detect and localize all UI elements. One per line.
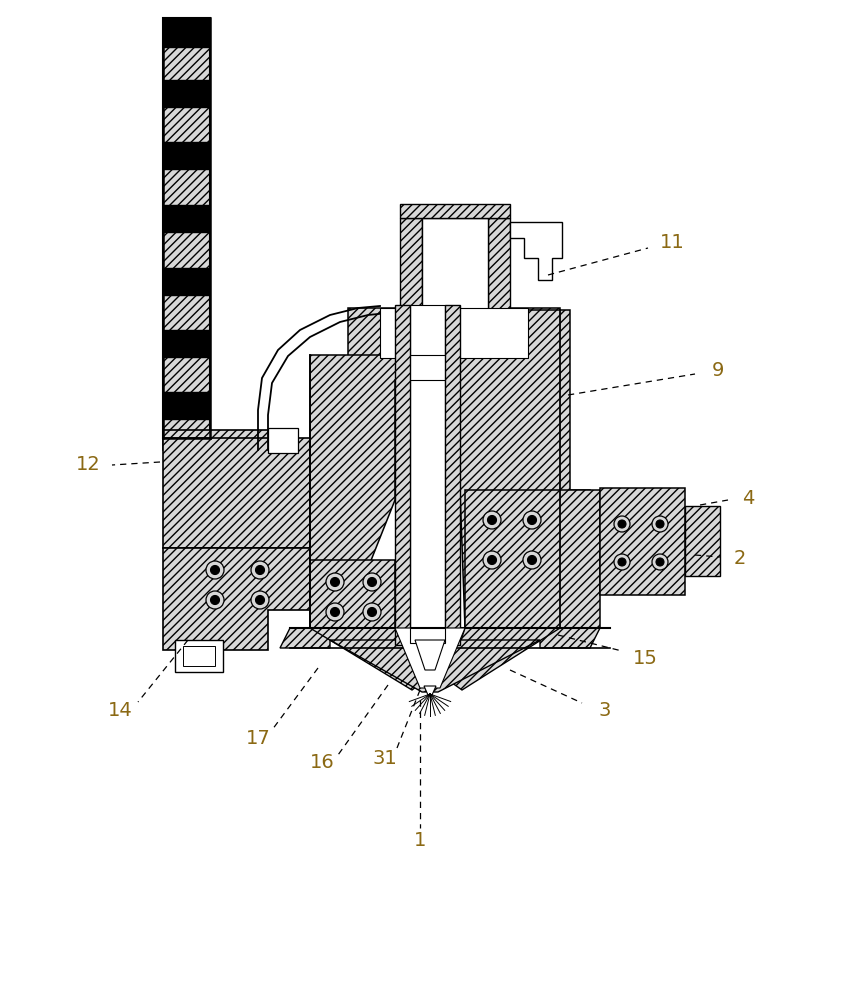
Circle shape [527, 516, 537, 524]
Bar [422, 218, 488, 310]
Polygon shape [163, 548, 310, 650]
Circle shape [368, 578, 376, 586]
Circle shape [488, 556, 497, 564]
Polygon shape [163, 430, 270, 450]
Text: 4: 4 [742, 488, 754, 508]
Circle shape [363, 573, 381, 591]
Circle shape [483, 551, 501, 569]
Polygon shape [424, 686, 436, 695]
Polygon shape [348, 308, 560, 358]
Polygon shape [448, 628, 560, 690]
Circle shape [331, 578, 339, 586]
Circle shape [527, 556, 537, 564]
Polygon shape [395, 628, 465, 688]
Bar [163, 392, 210, 420]
Bar [163, 18, 210, 48]
Bar [380, 308, 528, 358]
Bar [405, 355, 450, 380]
Polygon shape [330, 640, 540, 692]
Circle shape [523, 511, 541, 529]
Polygon shape [510, 222, 562, 280]
Circle shape [331, 607, 339, 616]
Bar [163, 330, 210, 358]
Bar [163, 268, 210, 296]
Circle shape [614, 554, 630, 570]
Polygon shape [280, 628, 600, 648]
Polygon shape [310, 560, 395, 628]
Text: 11: 11 [660, 232, 685, 251]
Circle shape [618, 558, 626, 566]
Circle shape [326, 573, 344, 591]
Circle shape [614, 516, 630, 532]
Text: 9: 9 [712, 360, 724, 379]
Text: 31: 31 [373, 748, 398, 768]
Circle shape [488, 516, 497, 524]
Polygon shape [415, 640, 445, 670]
Bar [685, 506, 720, 576]
Polygon shape [488, 218, 510, 310]
Bar [268, 428, 298, 453]
Polygon shape [163, 438, 310, 548]
Circle shape [210, 566, 220, 574]
Circle shape [251, 591, 269, 609]
Polygon shape [400, 218, 422, 310]
Polygon shape [465, 490, 600, 628]
Polygon shape [310, 355, 410, 628]
Text: 1: 1 [414, 830, 426, 850]
Bar [445, 305, 460, 645]
Circle shape [255, 566, 265, 574]
Circle shape [656, 558, 664, 566]
Circle shape [483, 511, 501, 529]
Circle shape [652, 554, 668, 570]
Text: 2: 2 [734, 548, 746, 568]
Bar [400, 204, 510, 218]
Polygon shape [163, 18, 210, 438]
Text: 14: 14 [107, 700, 132, 720]
Circle shape [206, 591, 224, 609]
Circle shape [523, 551, 541, 569]
Polygon shape [310, 628, 425, 690]
Bar [410, 305, 445, 645]
Circle shape [206, 561, 224, 579]
Circle shape [656, 520, 664, 528]
Text: 16: 16 [309, 752, 334, 772]
Circle shape [618, 520, 626, 528]
Circle shape [210, 595, 220, 604]
Polygon shape [600, 488, 685, 595]
Text: 12: 12 [76, 456, 101, 475]
Circle shape [363, 603, 381, 621]
Text: 3: 3 [599, 700, 612, 720]
Circle shape [251, 561, 269, 579]
Bar [183, 646, 215, 666]
Circle shape [255, 595, 265, 604]
Polygon shape [445, 310, 590, 628]
Bar [163, 142, 210, 170]
Bar [163, 80, 210, 108]
Circle shape [652, 516, 668, 532]
Text: 15: 15 [632, 648, 657, 668]
Bar [395, 305, 410, 645]
Circle shape [368, 607, 376, 616]
Bar [163, 205, 210, 233]
Bar [175, 640, 223, 672]
Bar [410, 628, 445, 643]
Text: 17: 17 [246, 728, 271, 748]
Circle shape [326, 603, 344, 621]
